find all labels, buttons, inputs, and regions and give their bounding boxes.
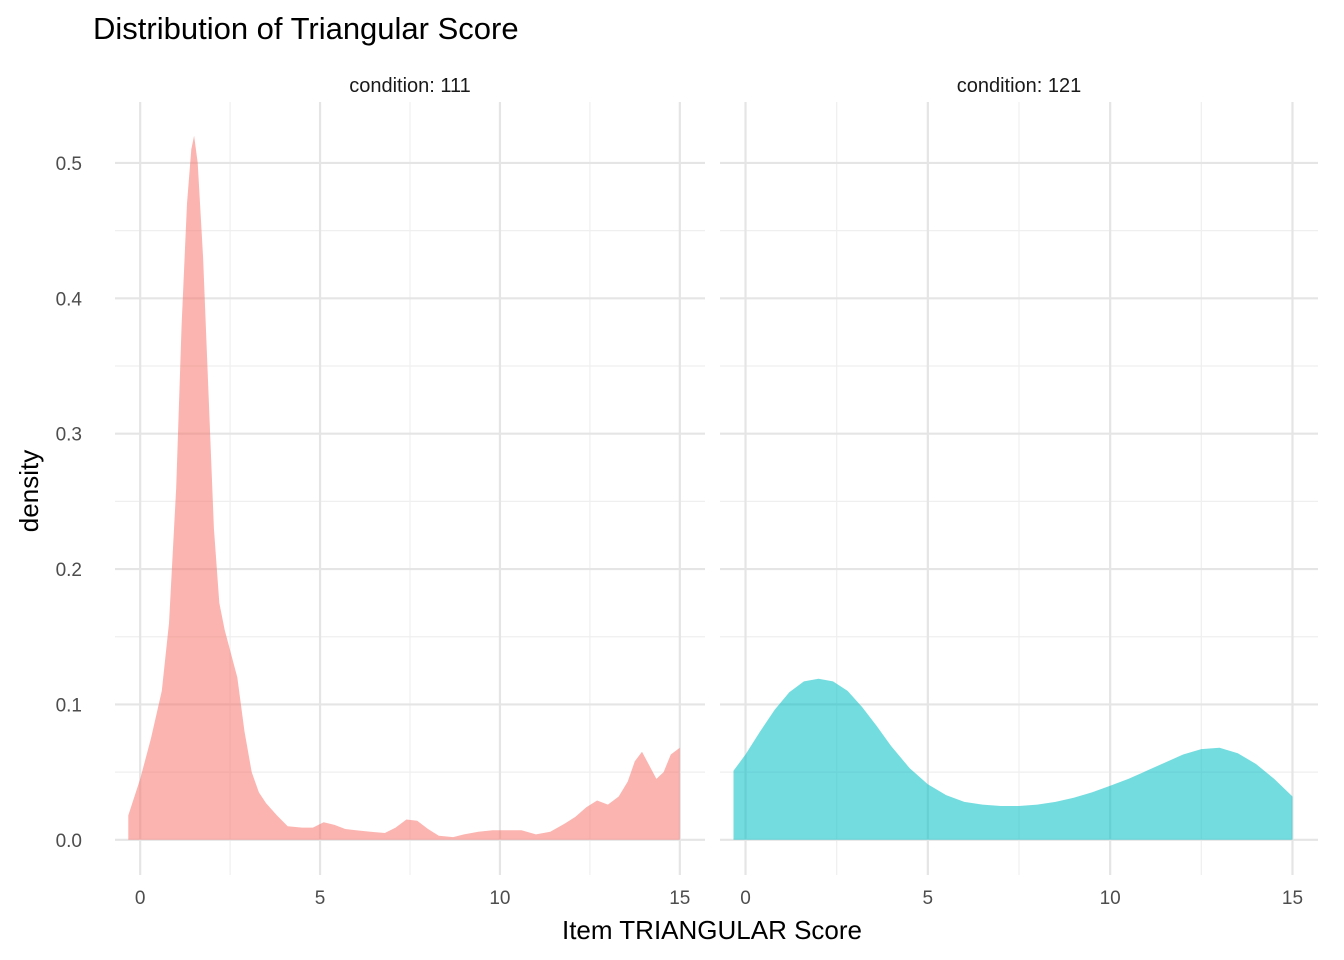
- facet-panel: condition: 111 0 5 10 15 0.0 0.1 0.2 0.3 0.4 0.5: [56, 75, 705, 909]
- density-area: [128, 135, 680, 840]
- density-area: [733, 678, 1293, 840]
- facet-strip-label: condition: 111: [349, 75, 471, 97]
- facet-strip-label: condition: 121: [957, 75, 1082, 97]
- y-tick-label: 0.0: [56, 831, 82, 852]
- chart-title: Distribution of Triangular Score: [93, 11, 519, 46]
- x-tick-label: 0: [740, 888, 751, 909]
- y-tick-label: 0.2: [56, 560, 82, 581]
- x-tick-label: 10: [1100, 888, 1121, 909]
- x-tick-label: 15: [669, 888, 690, 909]
- x-tick-label: 0: [135, 888, 146, 909]
- y-tick-label: 0.1: [56, 695, 82, 716]
- x-tick-label: 5: [315, 888, 326, 909]
- x-axis-title: Item TRIANGULAR Score: [562, 915, 862, 945]
- y-tick-label: 0.5: [56, 154, 82, 175]
- x-tick-label: 5: [923, 888, 934, 909]
- y-tick-label: 0.4: [56, 289, 83, 310]
- y-tick-label: 0.3: [56, 425, 82, 446]
- y-axis-title: density: [14, 450, 44, 532]
- x-tick-label: 15: [1282, 888, 1303, 909]
- x-tick-label: 10: [489, 888, 510, 909]
- facet-panel: condition: 121 0 5 10 15: [720, 75, 1318, 909]
